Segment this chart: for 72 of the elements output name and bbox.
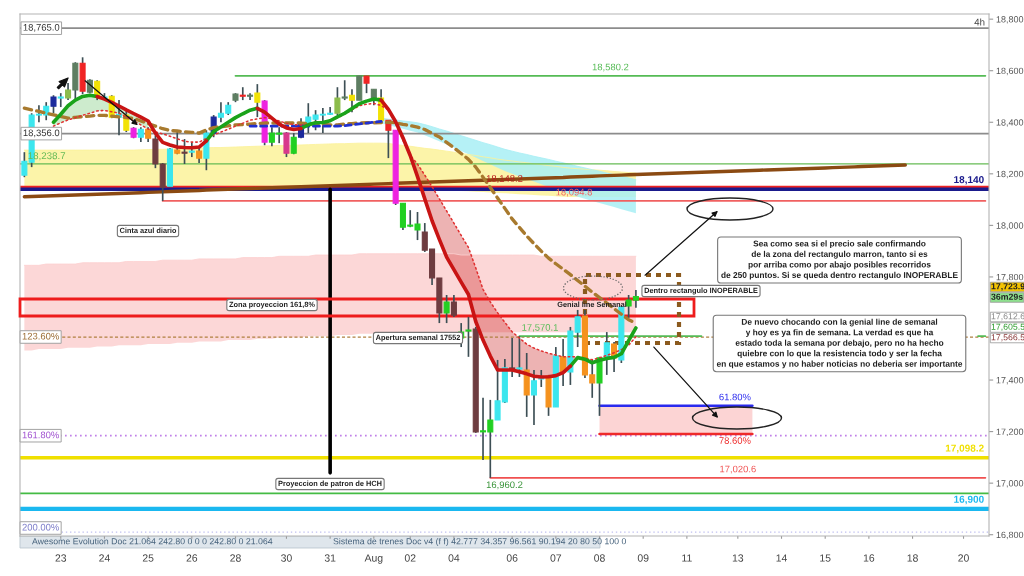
annotation: 161.80%	[22, 431, 59, 439]
x-tick-label: 02	[404, 554, 416, 562]
x-tick-label: 18	[907, 554, 918, 562]
text: 17,605.5	[991, 323, 1024, 331]
candlestick	[239, 86, 246, 101]
candlestick	[356, 75, 363, 101]
x-tick-label: 24	[99, 554, 110, 562]
x-tick-label: 16	[863, 554, 875, 562]
candlestick	[254, 83, 261, 118]
ref-line-label: 18,765.0	[23, 24, 60, 32]
ref-line-label: 18,356.0	[23, 129, 60, 138]
x-tick-label: 11	[682, 554, 692, 562]
y-tick-label: 16,800	[996, 531, 1024, 540]
x-tick-label: 30	[281, 554, 292, 562]
candlestick	[21, 151, 28, 179]
candlestick	[530, 369, 538, 426]
y-tick-label: 18,600	[996, 67, 1024, 76]
x-tick-label: 28	[230, 554, 241, 562]
x-tick-label: 06	[506, 554, 518, 562]
candlestick	[450, 294, 457, 318]
y-tick-label: 18,800	[996, 16, 1024, 24]
annotation: 123.60%	[22, 332, 59, 340]
y-tick-label: 17,200	[996, 428, 1024, 437]
series-label: 18,580.2	[592, 63, 629, 72]
y-tick-label: 18,000	[996, 222, 1024, 230]
x-tick-label: 13	[732, 554, 744, 562]
candlestick	[348, 88, 356, 114]
candlestick	[181, 138, 188, 165]
x-tick-label: 26	[186, 554, 198, 562]
text: 17,723.9	[991, 283, 1024, 291]
line-series	[22, 163, 908, 199]
x-tick-label: 20	[958, 554, 969, 562]
x-tick-label: 04	[448, 554, 460, 562]
ref-line-label: 18,140	[954, 176, 984, 185]
y-tick-label: 17,800	[996, 273, 1024, 282]
series-label: 61.80%	[719, 393, 751, 401]
candlestick	[341, 79, 348, 101]
ref-line-label: 16,960.2	[486, 481, 523, 490]
annotation: Sea como sea si el precio sale confirmando de la zona del rectangulo marron, tanto si es por arriba como por abajo posibles recorridos de 250 puntos. Si se queda dentro rectangulo INOPERABLE	[721, 240, 958, 280]
text: 36m29s	[991, 293, 1023, 300]
annotation: De nuevo chocando con la genial line de semanal y hoy es ya fin de semana. La verdad es que ha estado toda la semana por debajo, pero no ha hecho quiebre con lo que la resistencia todo y ser la fecha en que estamos y no haber noticias no deberia ser importante	[716, 318, 963, 369]
candlestick	[57, 92, 64, 108]
y-tick-label: 18,200	[996, 170, 1024, 179]
text: Sistema de trenes Doc v4 (f f) 42.777 34.357 96.561 90.194 20 80 50 100 0	[333, 537, 626, 547]
y-tick-label: 17,400	[996, 377, 1024, 385]
annotation: 200.00%	[22, 523, 59, 531]
candlestick	[283, 131, 290, 158]
x-tick-label: 15	[820, 554, 831, 562]
series-label: 17,570.1	[522, 324, 558, 332]
x-tick-label: 14	[776, 554, 787, 562]
y-tick-label: 18,400	[996, 119, 1024, 127]
series-label: 18,094.8	[556, 188, 592, 197]
x-tick-label: 07	[550, 554, 562, 562]
text: Awesome Evolution Doc 21.064 242.80 0 0 0 242.80 0 21.064	[32, 537, 273, 545]
candlestick	[443, 294, 450, 324]
candlestick	[334, 86, 341, 116]
series-label: 78.60%	[719, 437, 751, 444]
x-tick-label: 08	[594, 554, 605, 562]
x-tick-label: 25	[142, 554, 154, 562]
series-label: 17,020.6	[720, 465, 756, 474]
ref-line-label: 16,900	[954, 495, 984, 505]
x-tick-label: Aug	[364, 554, 383, 564]
candlestick	[516, 335, 523, 378]
x-tick-label: 23	[55, 554, 67, 562]
x-tick-label: 09	[637, 554, 649, 562]
text: 17,566.5	[991, 334, 1024, 342]
x-tick-label: 31	[324, 554, 336, 562]
candlestick	[50, 94, 57, 115]
annotation: 4h	[974, 18, 985, 26]
ref-line-label: 17,098.2	[945, 444, 984, 454]
text: 17,612.6	[991, 313, 1024, 321]
y-tick-label: 17,000	[996, 480, 1024, 488]
